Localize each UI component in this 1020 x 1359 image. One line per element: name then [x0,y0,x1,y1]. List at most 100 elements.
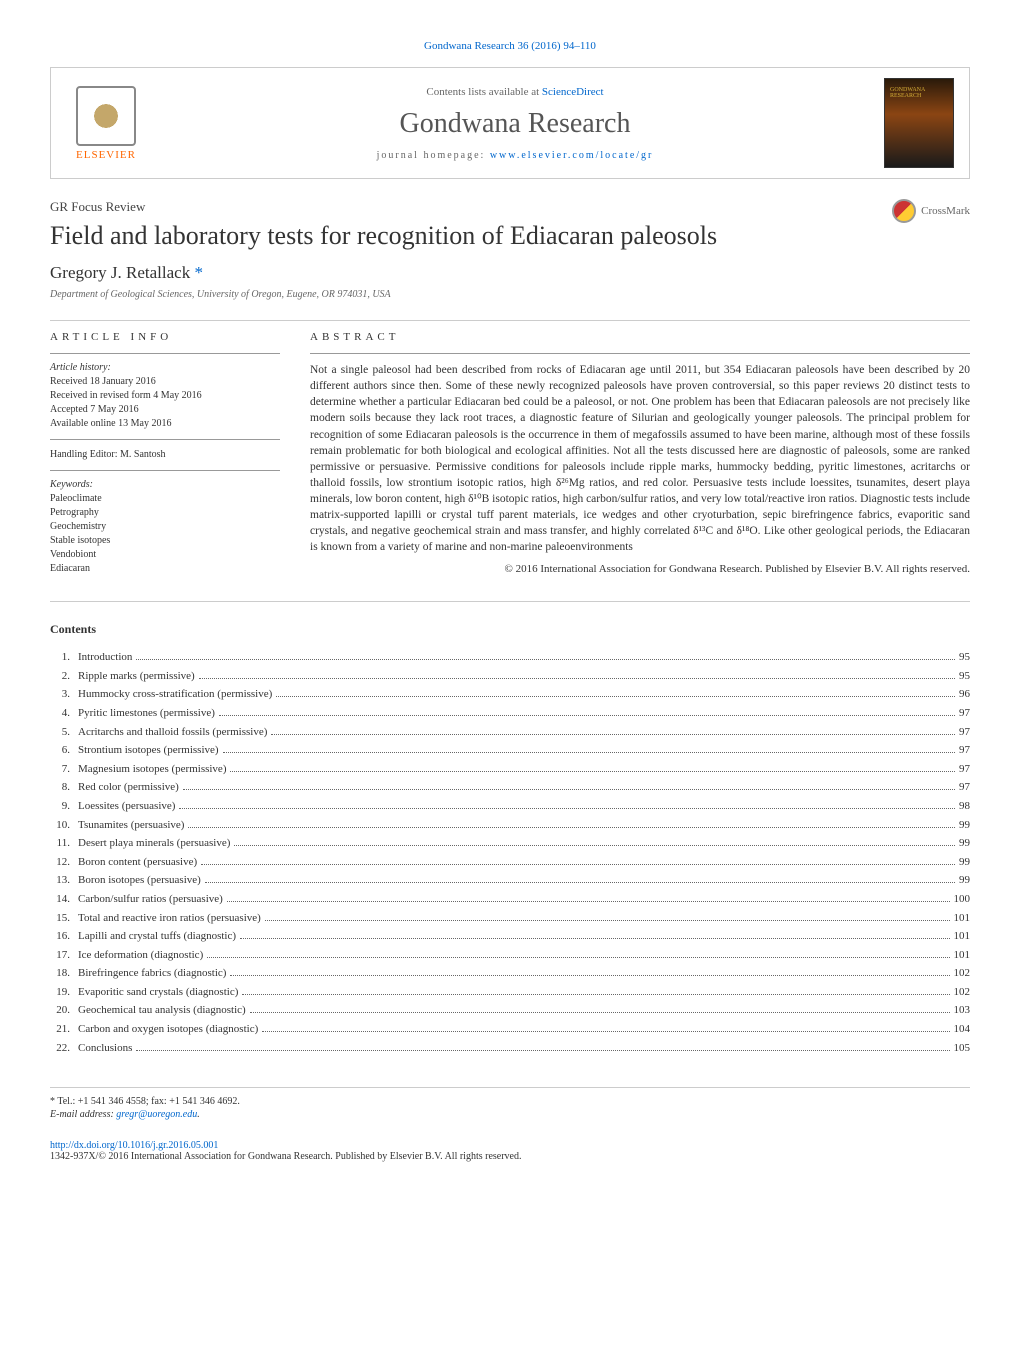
toc-page: 101 [954,947,971,965]
toc-title: Lapilli and crystal tuffs (diagnostic) [78,928,236,946]
corresponding-asterisk[interactable]: * [194,263,203,282]
email-link[interactable]: gregr@uoregon.edu [116,1109,197,1120]
homepage-link[interactable]: www.elsevier.com/locate/gr [490,150,654,161]
toc-dots [136,1050,949,1051]
toc-number: 4. [50,705,78,723]
elsevier-logo[interactable]: ELSEVIER [66,78,146,168]
toc-row[interactable]: 13. Boron isotopes (persuasive) 99 [50,872,970,890]
toc-number: 21. [50,1021,78,1039]
toc-title: Pyritic limestones (permissive) [78,705,215,723]
toc-row[interactable]: 9. Loessites (persuasive) 98 [50,798,970,816]
toc-row[interactable]: 17. Ice deformation (diagnostic) 101 [50,947,970,965]
toc-page: 99 [959,835,970,853]
toc-number: 7. [50,761,78,779]
article-info-heading: ARTICLE INFO [50,331,280,343]
toc-row[interactable]: 20. Geochemical tau analysis (diagnostic… [50,1002,970,1020]
homepage-prefix: journal homepage: [377,150,490,161]
toc-page: 97 [959,742,970,760]
accepted-date: Accepted 7 May 2016 [50,403,280,417]
toc-row[interactable]: 14. Carbon/sulfur ratios (persuasive) 10… [50,891,970,909]
toc-dots [219,715,955,716]
toc-row[interactable]: 18. Birefringence fabrics (diagnostic) 1… [50,965,970,983]
toc-row[interactable]: 7. Magnesium isotopes (permissive) 97 [50,761,970,779]
toc-dots [227,901,950,902]
toc-page: 103 [954,1002,971,1020]
revised-date: Received in revised form 4 May 2016 [50,389,280,403]
author-affiliation: Department of Geological Sciences, Unive… [50,289,970,300]
toc-page: 99 [959,854,970,872]
toc-number: 12. [50,854,78,872]
table-of-contents: 1. Introduction 95 2. Ripple marks (perm… [50,649,970,1057]
toc-title: Loessites (persuasive) [78,798,175,816]
toc-page: 101 [954,928,971,946]
toc-title: Introduction [78,649,132,667]
toc-row[interactable]: 4. Pyritic limestones (permissive) 97 [50,705,970,723]
toc-title: Carbon and oxygen isotopes (diagnostic) [78,1021,258,1039]
abstract-copyright: © 2016 International Association for Gon… [310,563,970,575]
toc-row[interactable]: 8. Red color (permissive) 97 [50,779,970,797]
article-info-panel: ARTICLE INFO Article history: Received 1… [50,331,280,576]
info-divider [50,470,280,471]
elsevier-tree-icon [76,86,136,146]
section-divider [50,320,970,321]
toc-page: 97 [959,779,970,797]
toc-title: Tsunamites (persuasive) [78,817,184,835]
toc-row[interactable]: 11. Desert playa minerals (persuasive) 9… [50,835,970,853]
keyword: Paleoclimate [50,492,280,506]
toc-row[interactable]: 12. Boron content (persuasive) 99 [50,854,970,872]
toc-title: Magnesium isotopes (permissive) [78,761,226,779]
toc-title: Conclusions [78,1040,132,1058]
toc-page: 97 [959,724,970,742]
info-divider [50,353,280,354]
section-divider [50,601,970,602]
toc-row[interactable]: 5. Acritarchs and thalloid fossils (perm… [50,724,970,742]
toc-row[interactable]: 6. Strontium isotopes (permissive) 97 [50,742,970,760]
toc-title: Red color (permissive) [78,779,179,797]
crossmark-badge[interactable]: CrossMark [892,199,970,223]
journal-cover-thumbnail[interactable]: GONDWANA RESEARCH [884,78,954,168]
toc-page: 96 [959,686,970,704]
toc-page: 104 [954,1021,971,1039]
toc-row[interactable]: 16. Lapilli and crystal tuffs (diagnosti… [50,928,970,946]
keywords-label: Keywords: [50,479,280,490]
contents-heading: Contents [50,622,970,637]
toc-number: 6. [50,742,78,760]
abstract-section: ABSTRACT Not a single paleosol had been … [310,331,970,576]
toc-dots [230,771,955,772]
crossmark-label: CrossMark [921,205,970,217]
toc-row[interactable]: 22. Conclusions 105 [50,1040,970,1058]
toc-row[interactable]: 19. Evaporitic sand crystals (diagnostic… [50,984,970,1002]
toc-row[interactable]: 15. Total and reactive iron ratios (pers… [50,910,970,928]
doi-link[interactable]: http://dx.doi.org/10.1016/j.gr.2016.05.0… [50,1140,970,1151]
article-type: GR Focus Review [50,199,970,215]
toc-page: 102 [954,965,971,983]
toc-row[interactable]: 10. Tsunamites (persuasive) 99 [50,817,970,835]
keyword: Stable isotopes [50,534,280,548]
toc-row[interactable]: 2. Ripple marks (permissive) 95 [50,668,970,686]
toc-title: Strontium isotopes (permissive) [78,742,219,760]
online-date: Available online 13 May 2016 [50,417,280,431]
toc-row[interactable]: 3. Hummocky cross-stratification (permis… [50,686,970,704]
toc-number: 10. [50,817,78,835]
journal-header-box: ELSEVIER Contents lists available at Sci… [50,67,970,179]
info-divider [310,353,970,354]
toc-row[interactable]: 1. Introduction 95 [50,649,970,667]
info-divider [50,439,280,440]
toc-page: 101 [954,910,971,928]
toc-title: Geochemical tau analysis (diagnostic) [78,1002,246,1020]
author-name: Gregory J. Retallack * [50,263,970,283]
toc-dots [205,882,955,883]
toc-number: 2. [50,668,78,686]
bottom-copyright: 1342-937X/© 2016 International Associati… [50,1151,970,1162]
toc-page: 102 [954,984,971,1002]
toc-page: 100 [954,891,971,909]
toc-row[interactable]: 21. Carbon and oxygen isotopes (diagnost… [50,1021,970,1039]
toc-number: 14. [50,891,78,909]
toc-number: 13. [50,872,78,890]
toc-dots [188,827,955,828]
toc-title: Boron content (persuasive) [78,854,197,872]
sciencedirect-link[interactable]: ScienceDirect [542,86,604,98]
toc-title: Evaporitic sand crystals (diagnostic) [78,984,238,1002]
toc-title: Ripple marks (permissive) [78,668,195,686]
toc-number: 11. [50,835,78,853]
